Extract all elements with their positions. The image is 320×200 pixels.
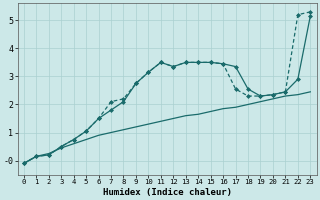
X-axis label: Humidex (Indice chaleur): Humidex (Indice chaleur) xyxy=(103,188,232,197)
